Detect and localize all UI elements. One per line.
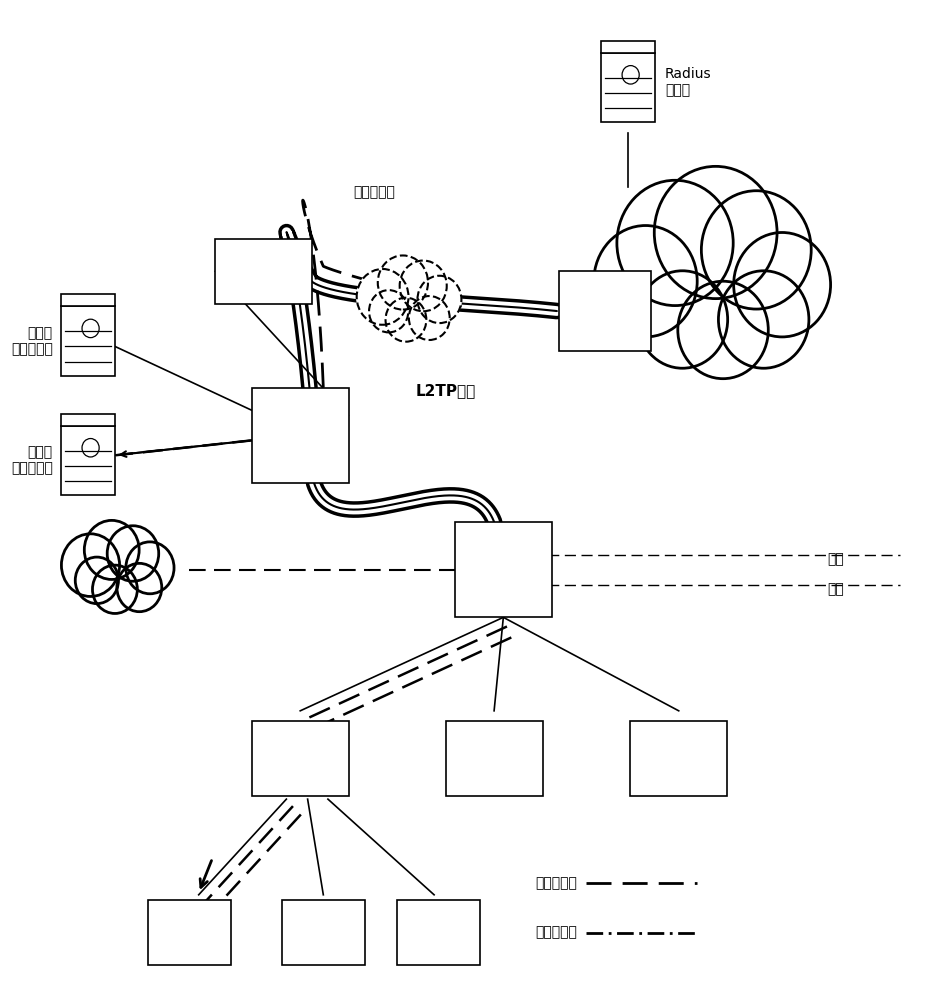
Text: 校园
核心交换
机: 校园 核心交换 机 (284, 412, 317, 459)
FancyBboxPatch shape (61, 426, 115, 495)
Text: 校园网
认证服务器: 校园网 认证服务器 (11, 326, 53, 356)
Circle shape (400, 261, 446, 311)
Text: 办公网络: 办公网络 (103, 563, 137, 577)
Circle shape (369, 290, 408, 332)
Text: 二层: 二层 (827, 582, 844, 596)
Text: Radius
服务器: Radius 服务器 (665, 67, 712, 97)
FancyBboxPatch shape (61, 306, 115, 376)
Circle shape (107, 526, 159, 581)
Text: 访问互联网: 访问互联网 (535, 926, 577, 940)
Text: 接入交
换机: 接入交 换机 (481, 743, 507, 774)
Text: 接入交
换机: 接入交 换机 (288, 743, 313, 774)
Circle shape (617, 180, 733, 306)
FancyBboxPatch shape (455, 522, 552, 617)
FancyBboxPatch shape (252, 388, 349, 483)
FancyBboxPatch shape (630, 721, 728, 796)
Text: 城域网: 城域网 (776, 267, 807, 285)
Text: MSTP/PON
/PIN: MSTP/PON /PIN (376, 284, 441, 312)
FancyBboxPatch shape (61, 294, 115, 306)
Text: 互联网出口: 互联网出口 (353, 185, 395, 199)
Text: 接入交
换机: 接入交 换机 (666, 743, 691, 774)
Text: 用户
终端: 用户 终端 (431, 917, 447, 948)
FancyBboxPatch shape (252, 721, 349, 796)
Circle shape (409, 296, 449, 340)
Circle shape (417, 276, 462, 323)
Circle shape (61, 534, 119, 596)
Circle shape (117, 563, 162, 612)
Circle shape (718, 271, 809, 368)
Text: 防火墙: 防火墙 (251, 264, 275, 278)
Circle shape (701, 191, 811, 309)
Circle shape (733, 232, 831, 337)
Circle shape (678, 281, 768, 379)
Circle shape (356, 269, 409, 325)
Text: 校园
汇聚交
换机: 校园 汇聚交 换机 (491, 546, 516, 593)
Circle shape (594, 226, 697, 337)
FancyBboxPatch shape (215, 239, 312, 304)
Circle shape (85, 520, 139, 579)
FancyBboxPatch shape (61, 414, 115, 426)
FancyBboxPatch shape (602, 41, 655, 53)
FancyBboxPatch shape (558, 271, 651, 351)
Circle shape (637, 271, 728, 368)
FancyBboxPatch shape (602, 53, 655, 122)
Text: 用户
终端: 用户 终端 (181, 917, 197, 948)
FancyBboxPatch shape (148, 900, 231, 965)
Text: 校园网
内容服务器: 校园网 内容服务器 (11, 445, 53, 475)
Circle shape (126, 542, 174, 594)
FancyBboxPatch shape (282, 900, 365, 965)
FancyBboxPatch shape (398, 900, 480, 965)
Circle shape (654, 166, 777, 299)
Circle shape (378, 255, 428, 310)
Text: 三层: 三层 (827, 553, 844, 567)
Circle shape (385, 298, 427, 342)
Text: L2TP隧道: L2TP隧道 (415, 383, 476, 398)
Text: 访问校园网: 访问校园网 (535, 876, 577, 890)
Text: 宽带接入
服务器: 宽带接入 服务器 (588, 296, 621, 326)
Text: 用户
终端: 用户 终端 (315, 917, 332, 948)
Circle shape (75, 557, 118, 604)
Circle shape (92, 565, 137, 613)
FancyBboxPatch shape (446, 721, 542, 796)
